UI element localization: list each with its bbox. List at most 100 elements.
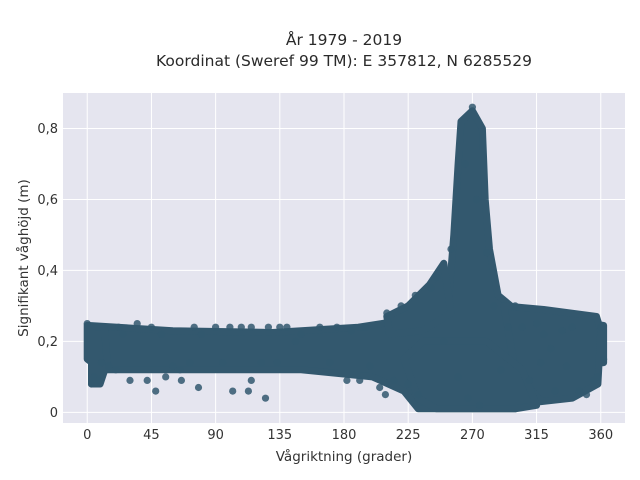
y-axis-label: Signifikant våghöjd (m) [15, 179, 32, 337]
chart-title-line-2: Koordinat (Sweref 99 TM): E 357812, N 62… [156, 52, 532, 70]
x-tick-label: 225 [396, 428, 421, 443]
data-point [454, 373, 462, 381]
data-point [518, 323, 526, 331]
data-point [343, 376, 351, 384]
data-point [594, 373, 602, 381]
x-tick-label: 360 [588, 428, 613, 443]
data-point [326, 359, 334, 367]
data-point [169, 362, 177, 370]
data-point [177, 376, 185, 384]
data-point [397, 302, 405, 310]
data-point [147, 323, 155, 331]
x-tick-label: 180 [332, 428, 357, 443]
x-tick-label: 0 [83, 428, 91, 443]
data-point [376, 383, 384, 392]
data-point [440, 337, 448, 345]
data-point [257, 359, 265, 367]
data-point [237, 323, 245, 331]
data-point [126, 376, 134, 384]
data-point [511, 302, 519, 310]
data-point [297, 330, 305, 338]
data-point [381, 391, 389, 399]
data-point [283, 323, 291, 331]
data-point [157, 330, 165, 338]
data-point [600, 355, 608, 363]
y-tick-label: 0,2 [37, 335, 58, 350]
y-tick-label: 0,8 [37, 122, 58, 137]
data-point [316, 323, 324, 331]
data-point [95, 376, 103, 384]
data-point [433, 273, 441, 282]
data-point [404, 380, 412, 388]
x-tick-label: 270 [460, 428, 485, 443]
data-point [537, 359, 545, 367]
data-point [273, 359, 281, 367]
data-point [247, 323, 255, 331]
data-point [347, 327, 355, 335]
data-point [473, 195, 481, 204]
data-point [597, 323, 605, 331]
point-cloud [383, 259, 455, 338]
data-point [152, 387, 160, 395]
data-point [197, 330, 205, 338]
data-point [229, 387, 237, 395]
data-point [87, 380, 96, 388]
data-point [361, 323, 369, 331]
data-point [504, 323, 512, 331]
data-point [291, 337, 300, 345]
x-axis-label: Vågriktning (grader) [276, 448, 413, 465]
data-point [194, 383, 203, 392]
data-point [112, 366, 120, 374]
data-point [547, 344, 555, 353]
data-point [383, 309, 391, 317]
x-tick-label: 315 [524, 428, 549, 443]
data-point [461, 160, 469, 168]
data-point [356, 376, 364, 384]
data-point [414, 391, 422, 399]
data-point [162, 373, 170, 381]
data-point [333, 323, 341, 331]
x-tick-label: 90 [207, 428, 224, 443]
data-point [133, 320, 141, 328]
data-point [83, 320, 91, 328]
tick-labels: 0 45 90 135 180 225 270 315 360 0 0,2 0,4 0,6 0,8 [37, 122, 613, 443]
data-point [390, 376, 398, 384]
data-point [483, 249, 491, 257]
data-point [176, 366, 184, 374]
data-point [143, 376, 151, 384]
x-tick-label: 135 [267, 428, 292, 443]
data-point [490, 302, 498, 310]
data-point [558, 327, 566, 335]
data-point [264, 323, 272, 331]
data-point [226, 323, 234, 331]
data-point [427, 284, 435, 292]
data-point [475, 401, 484, 409]
data-point [97, 359, 106, 367]
data-points [83, 103, 608, 413]
data-point [276, 323, 284, 331]
data-point [115, 323, 123, 331]
data-point [525, 376, 534, 384]
data-point [219, 359, 227, 367]
data-point [447, 245, 455, 253]
data-point [468, 103, 476, 111]
data-point [497, 366, 505, 374]
data-point [212, 323, 220, 331]
data-point [244, 387, 252, 395]
data-point [464, 394, 472, 402]
point-cloud [88, 323, 111, 388]
y-tick-label: 0,6 [37, 193, 58, 208]
data-point [551, 387, 559, 395]
data-point [540, 330, 548, 338]
y-tick-label: 0,4 [37, 264, 58, 279]
data-point [105, 362, 113, 370]
data-point [186, 359, 194, 367]
y-tick-label: 0 [50, 406, 58, 421]
data-point [119, 330, 127, 338]
x-tick-label: 45 [143, 428, 160, 443]
data-point [261, 394, 270, 402]
data-point [575, 387, 584, 395]
data-point [568, 323, 576, 331]
